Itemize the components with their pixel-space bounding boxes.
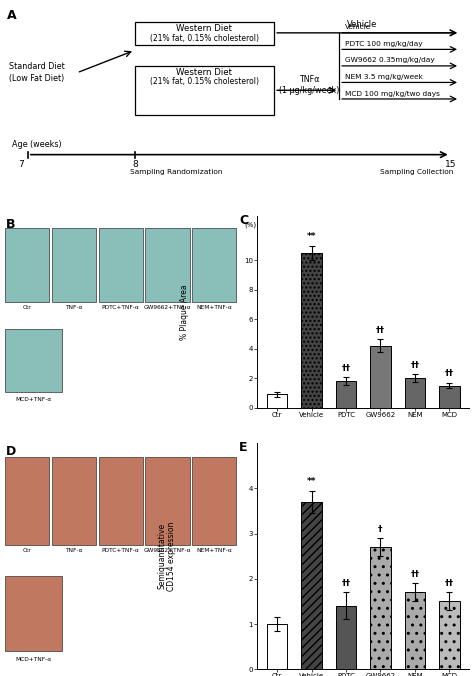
Text: A: A [7, 9, 17, 22]
Text: 15: 15 [445, 160, 456, 169]
FancyBboxPatch shape [5, 576, 62, 651]
Text: B: B [6, 218, 16, 231]
Text: Western Diet: Western Diet [176, 24, 232, 33]
FancyBboxPatch shape [99, 228, 143, 302]
Text: Sampling Collection: Sampling Collection [380, 170, 453, 176]
FancyBboxPatch shape [52, 228, 96, 302]
Text: NEM 3.5 mg/kg/week: NEM 3.5 mg/kg/week [345, 74, 423, 80]
Bar [336, 606, 356, 669]
FancyBboxPatch shape [5, 457, 49, 545]
Text: ††: †† [376, 326, 385, 335]
Text: ††: †† [445, 579, 454, 588]
Bar [336, 381, 356, 408]
Text: TNF-α: TNF-α [369, 449, 392, 458]
Bar [301, 502, 322, 669]
Bar [370, 345, 391, 408]
Text: †: † [378, 525, 383, 533]
Text: TNF-α: TNF-α [65, 305, 82, 310]
Text: MCD+TNF-α: MCD+TNF-α [15, 657, 52, 662]
Text: PDTC 100 mg/kg/day: PDTC 100 mg/kg/day [345, 41, 422, 47]
Text: ††: †† [445, 370, 454, 379]
Text: Vehicle: Vehicle [347, 20, 378, 28]
Text: MCD+TNF-α: MCD+TNF-α [15, 397, 52, 402]
Text: Sampling Randomization: Sampling Randomization [130, 170, 223, 176]
FancyBboxPatch shape [5, 329, 62, 392]
Text: Age (weeks): Age (weeks) [12, 139, 61, 149]
FancyBboxPatch shape [146, 228, 190, 302]
Text: **: ** [307, 477, 316, 486]
Text: GW9662+TNF-α: GW9662+TNF-α [144, 305, 191, 310]
FancyBboxPatch shape [146, 457, 190, 545]
FancyBboxPatch shape [192, 228, 237, 302]
Text: MCD 100 mg/kg/two days: MCD 100 mg/kg/two days [345, 91, 440, 97]
Bar [404, 378, 425, 408]
Text: ††: †† [410, 570, 419, 579]
Text: **: ** [307, 233, 316, 241]
Text: PDTC+TNF-α: PDTC+TNF-α [102, 305, 139, 310]
Text: (21% fat, 0.15% cholesterol): (21% fat, 0.15% cholesterol) [150, 34, 259, 43]
Text: (21% fat, 0.15% cholesterol): (21% fat, 0.15% cholesterol) [150, 77, 259, 87]
Bar [439, 602, 460, 669]
Text: E: E [239, 441, 248, 454]
Text: Western Diet: Western Diet [176, 68, 232, 76]
Text: Ctr: Ctr [22, 548, 31, 553]
Y-axis label: Semiquantitative
CD154 expression: Semiquantitative CD154 expression [157, 521, 176, 591]
FancyBboxPatch shape [99, 457, 143, 545]
Text: ††: †† [341, 579, 350, 588]
Text: NEM+TNF-α: NEM+TNF-α [197, 305, 232, 310]
Bar [301, 253, 322, 408]
Text: (%): (%) [245, 222, 256, 228]
Bar [267, 394, 287, 408]
Text: 8: 8 [132, 160, 137, 169]
Text: GW9662 0.35mg/kg/day: GW9662 0.35mg/kg/day [345, 57, 435, 64]
Text: PDTC+TNF-α: PDTC+TNF-α [102, 548, 139, 553]
FancyBboxPatch shape [5, 228, 49, 302]
Text: 7: 7 [18, 160, 24, 169]
Text: Standard Diet
(Low Fat Diet): Standard Diet (Low Fat Diet) [9, 62, 65, 83]
Bar [370, 547, 391, 669]
Text: NEM+TNF-α: NEM+TNF-α [197, 548, 232, 553]
Bar [439, 385, 460, 408]
Text: ††: †† [410, 361, 419, 370]
Text: Ctr: Ctr [22, 305, 31, 310]
Text: GW9662+TNF-α: GW9662+TNF-α [144, 548, 191, 553]
Text: TNFα
(1 μg/kg/week): TNFα (1 μg/kg/week) [279, 75, 339, 95]
Text: D: D [6, 445, 16, 458]
FancyBboxPatch shape [52, 457, 96, 545]
FancyBboxPatch shape [192, 457, 237, 545]
Text: Vehicle: Vehicle [345, 24, 371, 30]
Bar [404, 592, 425, 669]
Y-axis label: % Plaque Area: % Plaque Area [180, 284, 189, 340]
Bar [267, 624, 287, 669]
Text: C: C [239, 214, 248, 227]
Text: ††: †† [341, 364, 350, 373]
Text: TNF-α: TNF-α [65, 548, 82, 553]
